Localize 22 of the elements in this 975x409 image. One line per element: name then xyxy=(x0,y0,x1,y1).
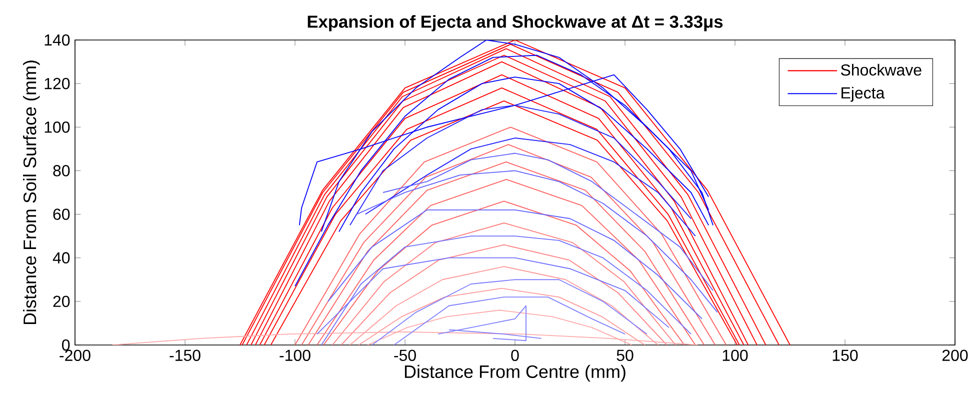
x-tick-label: 200 xyxy=(942,350,968,362)
y-tick-label: 60 xyxy=(53,208,70,220)
x-axis-title: Distance From Centre (mm) xyxy=(404,364,626,382)
x-tick-label: -150 xyxy=(170,350,200,362)
y-tick-label: 20 xyxy=(53,296,70,308)
x-tick-label: -100 xyxy=(280,350,310,362)
y-tick-label: 120 xyxy=(44,78,70,90)
y-tick-label: 0 xyxy=(62,339,70,351)
x-tick-label: 0 xyxy=(511,350,519,362)
y-tick-label: 80 xyxy=(53,165,70,176)
y-axis-title: Distance From Soil Surface (mm) xyxy=(23,60,40,324)
x-tick-label: -200 xyxy=(60,350,90,362)
y-tick-label: 40 xyxy=(52,252,70,264)
x-tick-label: 50 xyxy=(616,350,634,362)
x-tick-label: 150 xyxy=(832,350,858,362)
x-tick-label: -50 xyxy=(394,350,416,362)
y-tick-label: 140 xyxy=(44,34,70,46)
legend-label: Ejecta xyxy=(842,86,885,102)
legend-label: Shockwave xyxy=(840,64,922,76)
x-tick-label: 100 xyxy=(722,350,748,362)
chart-title: Expansion of Ejecta and Shockwave at Δt = 3.33μs xyxy=(308,15,723,32)
y-tick-label: 100 xyxy=(44,121,70,133)
